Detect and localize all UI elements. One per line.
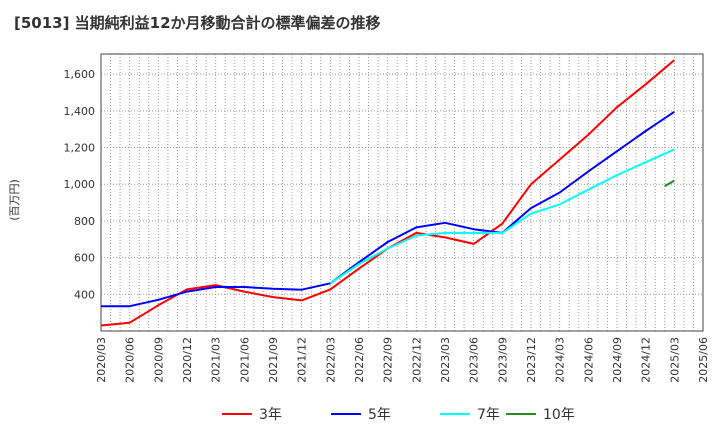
legend-label: 3年	[259, 407, 282, 423]
x-tick-label: 2021/09	[267, 337, 280, 383]
y-tick-label: 1,200	[64, 142, 96, 155]
y-tick-label: 1,000	[64, 178, 96, 191]
x-tick-label: 2020/06	[124, 337, 137, 383]
x-tick-label: 2020/12	[181, 337, 194, 383]
series-line-10年	[664, 179, 675, 187]
x-tick-label: 2024/03	[554, 337, 567, 383]
series-line-7年	[329, 148, 675, 285]
series-line-5年	[101, 110, 675, 308]
y-tick-label: 400	[74, 288, 95, 301]
x-tick-label: 2020/03	[95, 337, 108, 383]
legend-label: 7年	[477, 407, 500, 423]
x-tick-label: 2020/09	[152, 337, 165, 383]
x-tick-label: 2022/03	[324, 337, 337, 383]
x-tick-label: 2021/06	[238, 337, 251, 383]
y-tick-label: 1,400	[64, 105, 96, 118]
y-tick-label: 600	[74, 252, 95, 265]
y-tick-label: 800	[74, 215, 95, 228]
x-tick-label: 2023/03	[439, 337, 452, 383]
x-tick-label: 2023/09	[496, 337, 509, 383]
x-tick-label: 2021/12	[296, 337, 309, 383]
x-tick-label: 2022/12	[410, 337, 423, 383]
x-tick-label: 2022/06	[353, 337, 366, 383]
x-tick-label: 2022/09	[382, 337, 395, 383]
x-tick-label: 2024/09	[611, 337, 624, 383]
x-tick-label: 2025/03	[668, 337, 681, 383]
y-tick-label: 1,600	[64, 68, 96, 81]
legend-label: 5年	[368, 407, 391, 423]
x-tick-label: 2024/12	[640, 337, 653, 383]
legend-label: 10年	[543, 407, 575, 423]
x-tick-label: 2025/06	[697, 337, 710, 383]
x-tick-label: 2023/12	[525, 337, 538, 383]
plot-frame	[100, 53, 704, 332]
x-tick-label: 2023/06	[468, 337, 481, 383]
chart-title: [5013] 当期純利益12か月移動合計の標準偏差の推移	[14, 14, 381, 32]
x-tick-label: 2024/06	[582, 337, 595, 383]
x-tick-label: 2021/03	[210, 337, 223, 383]
y-axis-label: (百万円)	[8, 179, 21, 221]
